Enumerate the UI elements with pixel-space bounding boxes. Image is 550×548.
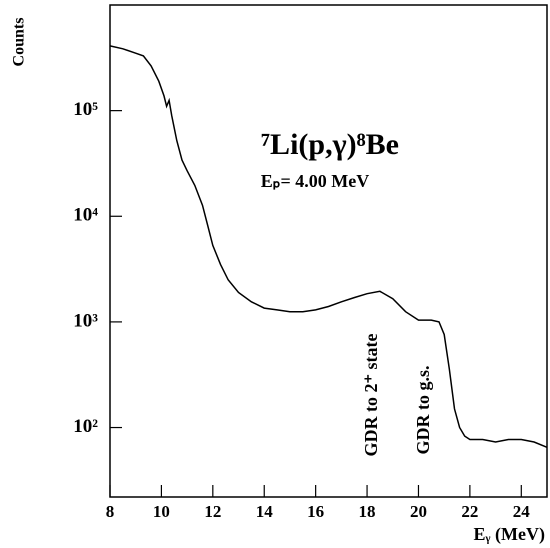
- chart-subtitle: Eₚ= 4.00 MeV: [261, 171, 369, 191]
- y-tick-label: 10³: [73, 310, 98, 331]
- annotation: GDR to g.s.: [413, 366, 433, 455]
- y-tick-label: 10⁴: [73, 205, 98, 226]
- x-tick-label: 22: [461, 502, 478, 521]
- x-axis-label: Eᵧ (MeV): [473, 524, 545, 545]
- chart-title: ⁷Li(p,γ)⁸Be: [261, 128, 399, 161]
- x-tick-label: 16: [307, 502, 324, 521]
- x-tick-label: 20: [410, 502, 427, 521]
- x-tick-label: 8: [106, 502, 115, 521]
- x-tick-label: 10: [153, 502, 170, 521]
- y-axis-label: Counts: [11, 18, 28, 67]
- y-tick-label: 10²: [73, 416, 98, 437]
- x-tick-label: 18: [359, 502, 376, 521]
- x-tick-label: 12: [204, 502, 221, 521]
- y-tick-label: 10⁵: [73, 99, 98, 120]
- x-tick-label: 14: [256, 502, 274, 521]
- annotation: GDR to 2⁺ state: [361, 334, 381, 457]
- plot-frame: [109, 4, 548, 498]
- x-tick-label: 24: [513, 502, 531, 521]
- spectrum-line: [109, 45, 548, 448]
